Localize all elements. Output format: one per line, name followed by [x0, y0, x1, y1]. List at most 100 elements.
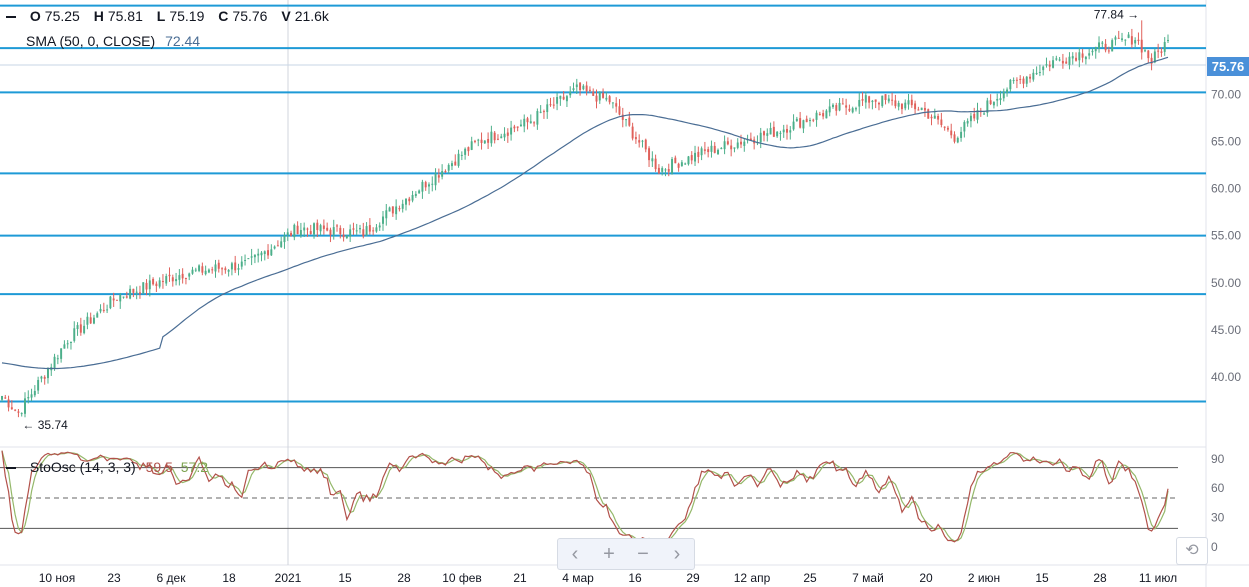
candle-body — [401, 203, 404, 209]
ohlc-high: H 75.81 — [93, 8, 143, 24]
candle-body — [923, 107, 926, 111]
candle-body — [776, 131, 779, 137]
candle-body — [1042, 66, 1045, 71]
candle-body — [464, 148, 467, 155]
candle-body — [848, 108, 851, 111]
candle-body — [687, 156, 690, 165]
candle-body — [385, 210, 388, 219]
candle-body — [286, 232, 289, 236]
candle-body — [7, 399, 10, 408]
ohlc-open: O 75.25 — [29, 8, 80, 24]
reset-chart-button[interactable]: ⟲ — [1176, 537, 1208, 565]
candle-body — [332, 227, 335, 235]
x-tick-label: 11 июл — [1139, 571, 1177, 585]
candle-body — [700, 148, 703, 156]
candle-body — [736, 142, 739, 148]
candle-body — [362, 229, 365, 237]
candle-body — [897, 102, 900, 107]
candle-body — [907, 100, 910, 105]
scroll-right-button[interactable]: › — [673, 543, 681, 565]
candle-body — [973, 113, 976, 119]
candle-body — [529, 121, 532, 124]
candle-body — [454, 161, 457, 166]
x-tick-label: 10 фев — [442, 571, 482, 585]
zoom-out-button[interactable]: − — [637, 543, 649, 565]
candle-body — [214, 264, 217, 272]
candle-body — [992, 102, 995, 106]
candle-body — [493, 132, 496, 141]
candle-body — [125, 296, 128, 298]
zoom-in-button[interactable]: + — [603, 543, 615, 565]
sma-line — [1, 56, 1169, 370]
candle-body — [1121, 38, 1123, 40]
candle-body — [267, 250, 270, 256]
candle-body — [280, 241, 283, 248]
candle-body — [10, 407, 13, 410]
candle-body — [1055, 58, 1058, 60]
candle-body — [79, 324, 82, 333]
candle-body — [221, 268, 224, 270]
candle-body — [884, 94, 887, 101]
candle-body — [648, 148, 651, 161]
candle-body — [92, 317, 95, 324]
stochastic-pane — [0, 450, 1178, 543]
candle-body — [1006, 89, 1009, 93]
candle-body — [191, 269, 194, 274]
candle-body — [142, 282, 145, 294]
candle-body — [546, 104, 549, 113]
candle-body — [1029, 76, 1032, 79]
candle-body — [828, 106, 831, 113]
candle-body — [434, 173, 437, 186]
candle-body — [1038, 71, 1041, 73]
candle-body — [1052, 60, 1055, 68]
candle-body — [447, 164, 450, 171]
candle-body — [644, 139, 647, 150]
candle-body — [391, 206, 394, 214]
candle-body — [969, 115, 972, 122]
candle-body — [503, 133, 506, 138]
candle-body — [198, 265, 201, 271]
candle-body — [138, 292, 141, 294]
candle-body — [516, 126, 519, 128]
candle-body — [713, 145, 716, 153]
candle-body — [158, 280, 161, 287]
candle-body — [772, 126, 775, 137]
scroll-left-button[interactable]: ‹ — [571, 543, 579, 565]
candle-body — [795, 118, 798, 122]
candle-body — [608, 96, 611, 103]
last-price-tag: 75.76 — [1207, 57, 1249, 76]
candle-body — [506, 132, 509, 136]
candle-body — [270, 249, 273, 256]
stochastic-legend[interactable]: StoOsc (14, 3, 3) 59.5 57.2 — [6, 459, 208, 475]
candle-body — [496, 138, 499, 140]
candle-body — [53, 356, 56, 369]
candle-body — [372, 230, 375, 232]
y-tick-label: 40.00 — [1211, 370, 1241, 384]
candle-body — [710, 145, 713, 152]
candle-body — [556, 97, 559, 104]
candle-body — [542, 111, 545, 113]
candle-body — [851, 108, 854, 113]
candle-body — [1048, 64, 1051, 67]
candle-body — [723, 141, 726, 150]
sto-k-line — [1, 450, 1169, 543]
candle-body — [115, 299, 118, 301]
candle-body — [43, 376, 46, 379]
candle-body — [500, 136, 503, 139]
ohlc-volume: V 21.6k — [281, 8, 329, 24]
candle-body — [319, 225, 322, 232]
candle-body — [329, 229, 332, 236]
y-tick-label: 45.00 — [1211, 323, 1241, 337]
candle-body — [132, 288, 135, 293]
candle-body — [102, 309, 105, 311]
candle-body — [122, 296, 125, 298]
candle-body — [565, 96, 568, 102]
candle-body — [657, 167, 660, 174]
candle-body — [572, 88, 575, 91]
candle-body — [726, 141, 729, 145]
sma-legend[interactable]: SMA (50, 0, CLOSE) 72.44 — [26, 33, 200, 49]
candle-body — [519, 124, 522, 127]
candle-body — [549, 104, 552, 106]
candle-body — [831, 104, 834, 107]
